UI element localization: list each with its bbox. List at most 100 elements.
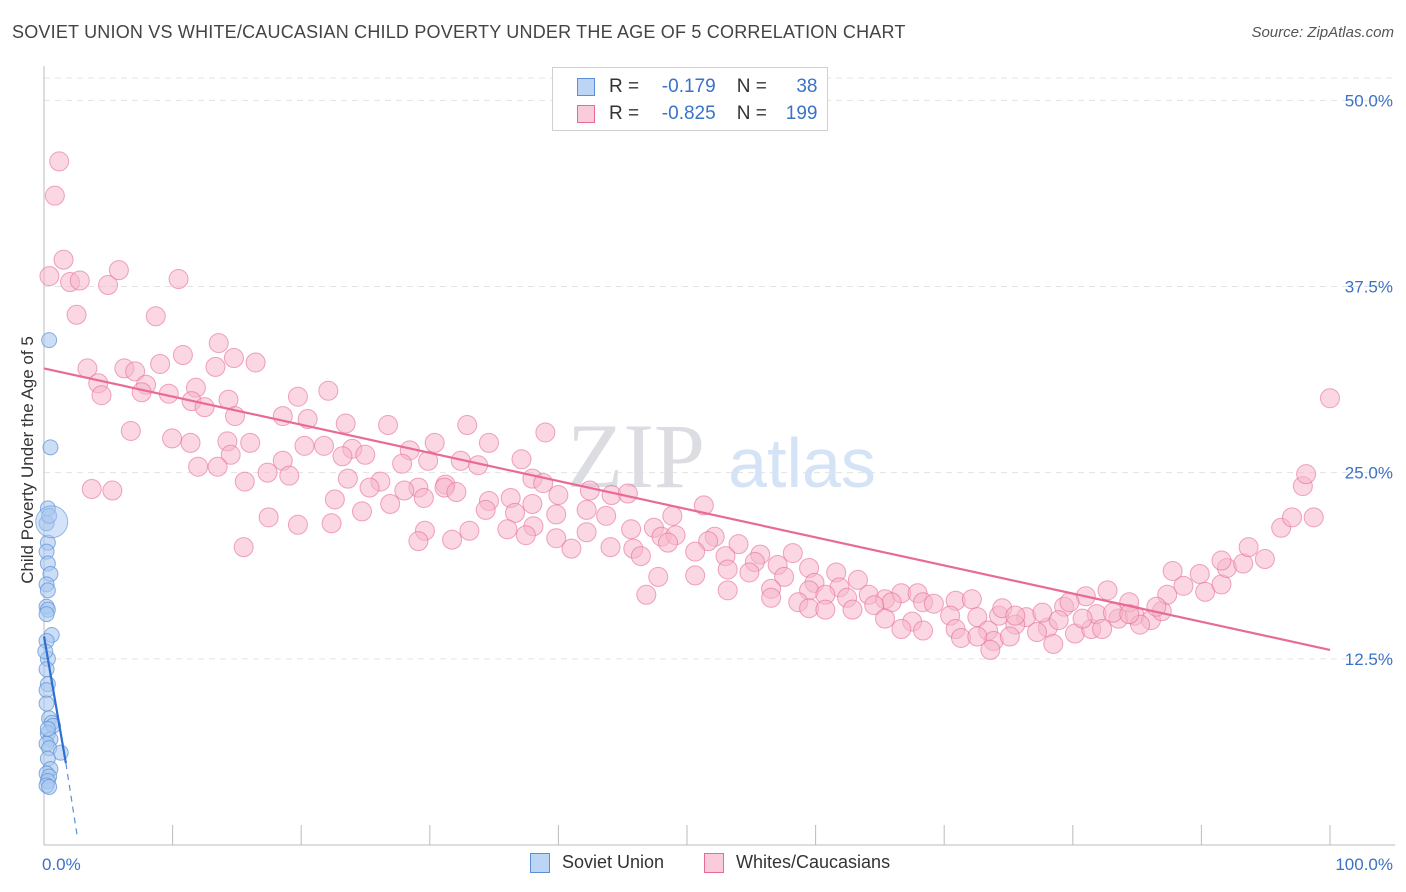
whites-point bbox=[1048, 610, 1069, 631]
x-tick-label: 0.0% bbox=[42, 855, 81, 874]
whites-point bbox=[1005, 605, 1026, 626]
whites-point bbox=[891, 619, 912, 640]
whites-point bbox=[774, 566, 795, 587]
whites-point bbox=[120, 420, 141, 441]
whites-point bbox=[172, 345, 193, 366]
whites-point bbox=[66, 304, 87, 325]
whites-legend-swatch bbox=[704, 852, 724, 873]
whites-point bbox=[359, 477, 380, 498]
whites-point bbox=[207, 456, 228, 477]
whites-point bbox=[1303, 507, 1324, 528]
whites-point bbox=[313, 435, 334, 456]
whites-point bbox=[125, 361, 146, 382]
soviet-point-large bbox=[35, 505, 69, 539]
whites-point bbox=[739, 562, 760, 583]
whites-point bbox=[1320, 388, 1340, 409]
whites-point bbox=[600, 537, 621, 558]
whites-point bbox=[223, 347, 244, 368]
whites-point bbox=[662, 505, 683, 526]
whites-point bbox=[150, 353, 171, 374]
soviet-point bbox=[42, 439, 59, 456]
whites-point bbox=[194, 397, 215, 418]
whites-swatch bbox=[577, 105, 595, 123]
whites-point bbox=[81, 479, 102, 500]
whites-point bbox=[698, 531, 719, 552]
whites-point bbox=[91, 385, 112, 406]
whites-point bbox=[1026, 622, 1047, 643]
whites-point bbox=[636, 584, 657, 605]
whites-point bbox=[847, 569, 868, 590]
whites-point bbox=[287, 514, 308, 535]
whites-point bbox=[875, 608, 896, 629]
whites-point bbox=[337, 468, 358, 489]
whites-point bbox=[1282, 507, 1303, 528]
soviet-point bbox=[38, 661, 55, 678]
axes bbox=[43, 66, 1395, 846]
whites-point bbox=[548, 485, 569, 506]
n-value-soviet: 38 bbox=[796, 76, 818, 97]
y-tick-label: 50.0% bbox=[1345, 91, 1393, 110]
r-label: R = bbox=[609, 76, 640, 97]
whites-point bbox=[351, 501, 372, 522]
whites-point bbox=[108, 260, 129, 281]
whites-point bbox=[98, 275, 119, 296]
n-label: N = bbox=[736, 103, 767, 124]
whites-point bbox=[168, 269, 189, 290]
whites-point bbox=[188, 456, 209, 477]
whites-point bbox=[923, 593, 944, 614]
whites-trend-line bbox=[43, 367, 1331, 651]
whites-point bbox=[1059, 592, 1080, 613]
whites-point bbox=[324, 489, 345, 510]
chart-title: SOVIET UNION VS WHITE/CAUCASIAN CHILD PO… bbox=[12, 22, 906, 42]
r-value-soviet: -0.179 bbox=[661, 76, 716, 97]
whites-point bbox=[658, 532, 679, 553]
whites-point bbox=[864, 595, 885, 616]
whites-point bbox=[392, 453, 413, 474]
whites-point bbox=[257, 462, 278, 483]
whites-point bbox=[617, 483, 638, 504]
whites-point bbox=[576, 499, 597, 520]
soviet-point bbox=[41, 332, 58, 349]
whites-point bbox=[1032, 602, 1053, 623]
whites-point bbox=[446, 482, 467, 503]
whites-point bbox=[208, 333, 229, 354]
whites-point bbox=[245, 352, 266, 373]
whites-point bbox=[576, 522, 597, 543]
whites-point bbox=[44, 185, 65, 206]
legend-row-soviet: R = -0.179 N = 38 bbox=[577, 75, 817, 99]
watermark-atlas: atlas bbox=[728, 424, 876, 502]
whites-point bbox=[546, 504, 567, 525]
soviet-point bbox=[41, 778, 58, 795]
whites-point bbox=[648, 566, 669, 587]
whites-point bbox=[685, 565, 706, 586]
whites-point bbox=[717, 580, 738, 601]
whites-point bbox=[1097, 580, 1118, 601]
whites-point bbox=[220, 444, 241, 465]
whites-point bbox=[424, 432, 445, 453]
whites-point bbox=[279, 465, 300, 486]
whites-point bbox=[205, 356, 226, 377]
whites-point bbox=[240, 432, 261, 453]
whites-point bbox=[961, 589, 982, 610]
trend-lines bbox=[42, 367, 1331, 838]
legend-item-soviet: Soviet Union bbox=[530, 852, 664, 873]
whites-point bbox=[967, 626, 988, 647]
whites-point bbox=[815, 599, 836, 620]
soviet-point bbox=[38, 606, 55, 623]
y-tick-label: 12.5% bbox=[1345, 650, 1393, 669]
stats-legend: R = -0.179 N = 38 R = -0.825 N = 199 bbox=[552, 67, 828, 131]
whites-point bbox=[53, 249, 74, 270]
tick-labels: 12.5% 25.0% 37.5% 50.0% 0.0% 100.0% bbox=[42, 91, 1393, 874]
soviet-point bbox=[39, 720, 56, 737]
x-tick-label: 100.0% bbox=[1335, 855, 1393, 874]
soviet-legend-swatch bbox=[530, 852, 550, 873]
soviet-trend-extension bbox=[65, 762, 79, 838]
whites-point bbox=[717, 559, 738, 580]
whites-point bbox=[497, 519, 518, 540]
whites-point bbox=[728, 534, 749, 555]
whites-point bbox=[475, 499, 496, 520]
whites-point bbox=[380, 493, 401, 514]
whites-point bbox=[842, 599, 863, 620]
whites-point bbox=[1211, 550, 1232, 571]
